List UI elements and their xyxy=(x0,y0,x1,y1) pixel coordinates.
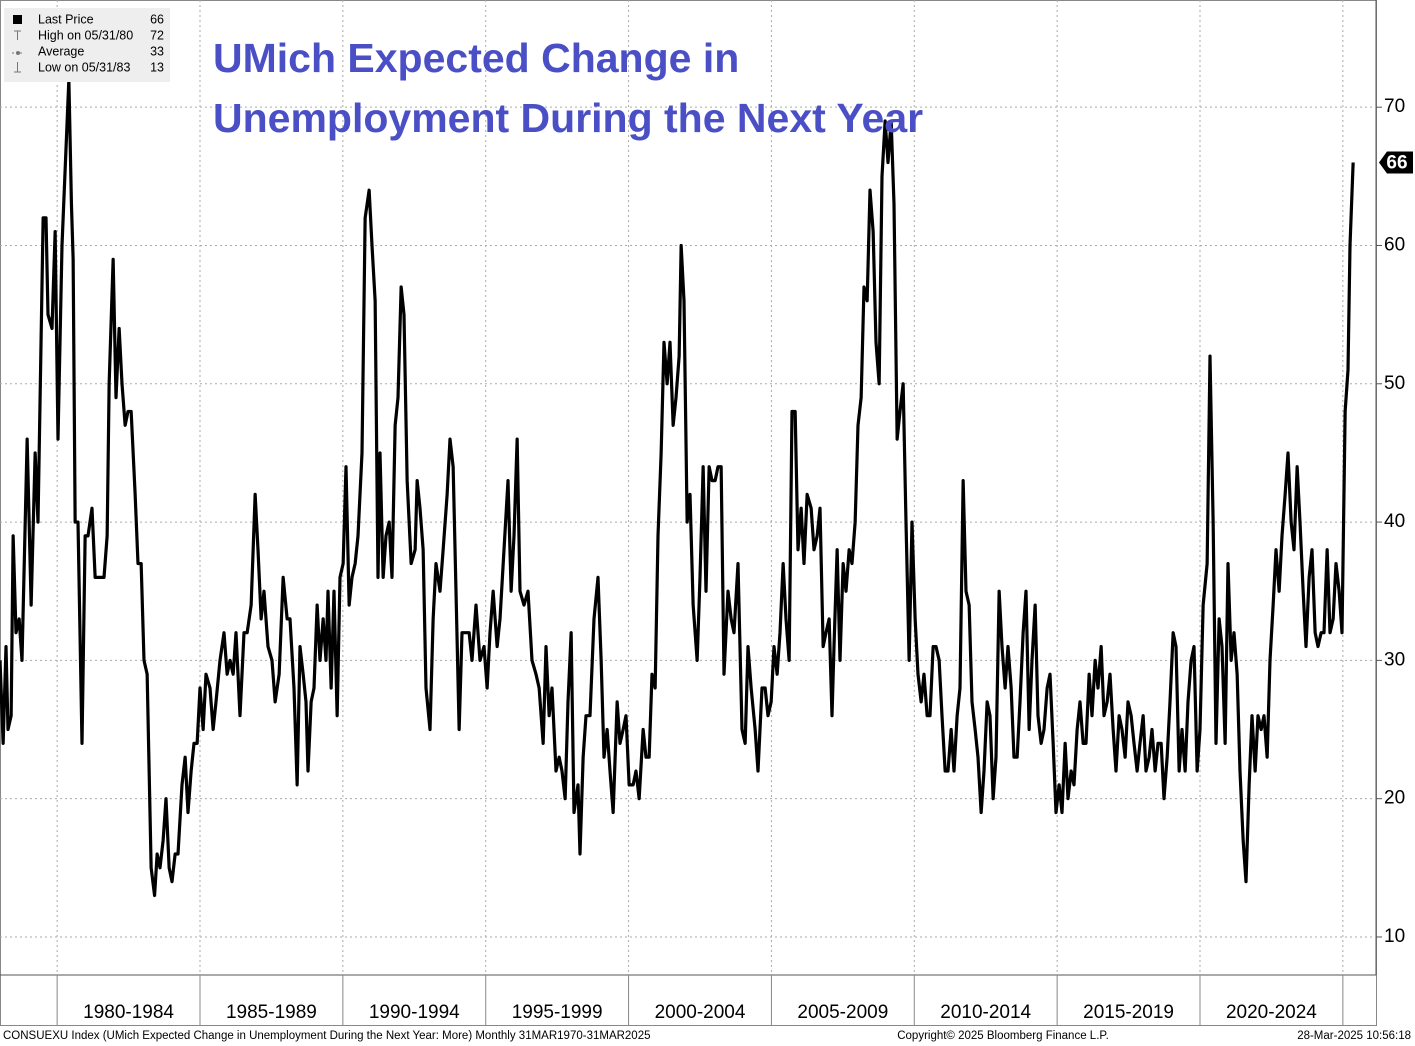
y-tick-label: 70 xyxy=(1384,96,1405,117)
footer-source: CONSUEXU Index (UMich Expected Change in… xyxy=(3,1030,651,1042)
y-tick-label: 20 xyxy=(1384,788,1405,809)
footer-copyright: Copyright© 2025 Bloomberg Finance L.P. xyxy=(897,1030,1109,1042)
legend-value: 33 xyxy=(150,44,164,58)
legend-label: High on 05/31/80 xyxy=(38,28,133,42)
x-tick-label: 2015-2019 xyxy=(1083,1002,1174,1023)
marks xyxy=(0,77,1355,898)
legend-icon xyxy=(14,62,21,73)
chart-title: UMich Expected Change in xyxy=(213,35,739,81)
x-tick-label: 2010-2014 xyxy=(940,1002,1031,1023)
y-tick-label: 50 xyxy=(1384,373,1405,394)
legend-icon xyxy=(14,30,21,40)
y-tick-label: 60 xyxy=(1384,234,1405,255)
y-tick-label: 10 xyxy=(1384,926,1405,947)
footer-timestamp: 28-Mar-2025 10:56:18 xyxy=(1297,1030,1411,1042)
legend: Last Price High on 05/31/80 Average Low … xyxy=(4,8,170,82)
legend-icon xyxy=(13,15,22,24)
legend-value: 72 xyxy=(150,28,164,42)
x-tick-label: 1995-1999 xyxy=(512,1002,603,1023)
x-tick-label: 2020-2024 xyxy=(1226,1002,1317,1023)
grid xyxy=(0,0,1376,975)
y-tick-label: 40 xyxy=(1384,511,1405,532)
legend-value: 66 xyxy=(150,12,164,26)
legend-box xyxy=(4,8,170,82)
last-value-tag xyxy=(1379,151,1413,174)
legend-icon xyxy=(16,51,20,55)
x-tick-label: 1980-1984 xyxy=(83,1002,174,1023)
chart-title: Unemployment During the Next Year xyxy=(213,95,923,141)
legend-value: 13 xyxy=(150,60,164,74)
x-tick-label: 1985-1989 xyxy=(226,1002,317,1023)
x-tick-label: 2005-2009 xyxy=(797,1002,888,1023)
legend-label: Low on 05/31/83 xyxy=(38,60,130,74)
legend-label: Average xyxy=(38,44,84,58)
y-tick-label: 30 xyxy=(1384,649,1405,670)
legend-label: Last Price xyxy=(38,12,94,26)
x-tick-label: 1990-1994 xyxy=(369,1002,460,1023)
series-line xyxy=(0,77,1355,898)
x-tick-label: 2000-2004 xyxy=(655,1002,746,1023)
last-value-label: 66 xyxy=(1386,153,1407,174)
